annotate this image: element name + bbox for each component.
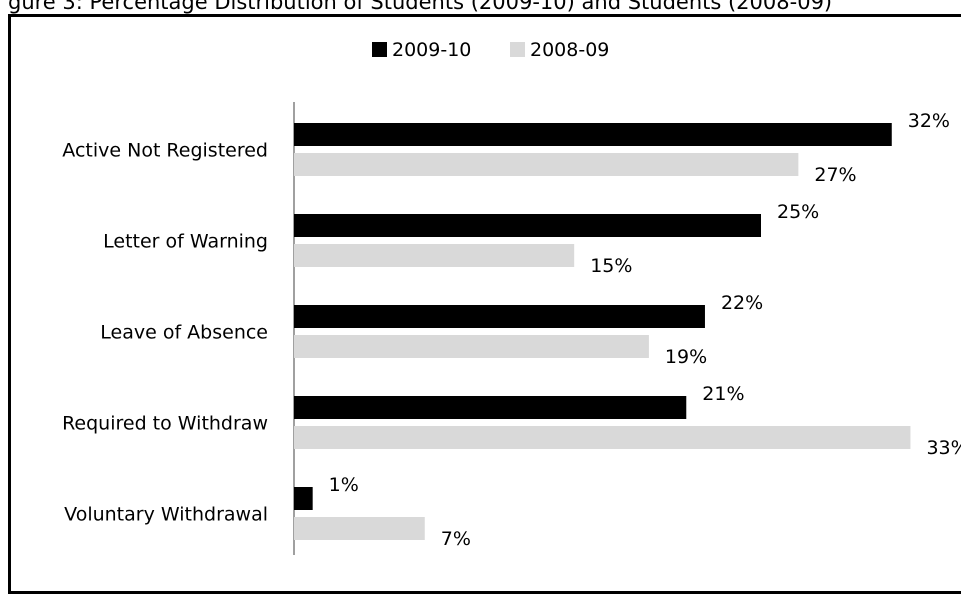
data-label: 21% (702, 383, 744, 405)
data-labels: 32% 27% 25% 15% 22% 19% 21% 33% 1% 7% (329, 110, 961, 550)
data-label: 25% (777, 201, 819, 223)
legend-swatch (510, 42, 525, 57)
data-label: 1% (329, 474, 359, 496)
category-label: Leave of Absence (100, 322, 268, 344)
legend-label: 2008-09 (530, 39, 609, 61)
legend-swatch (372, 42, 387, 57)
category-label: Required to Withdraw (62, 413, 268, 435)
data-label: 7% (441, 528, 471, 550)
chart-legend: 2009-10 2008-09 (372, 39, 609, 61)
data-label: 33% (926, 437, 961, 459)
data-label: 19% (665, 346, 707, 368)
legend-label: 2009-10 (392, 39, 471, 61)
data-label: 15% (590, 255, 632, 277)
bar-2008-09 (294, 153, 799, 176)
bar-2009-10 (294, 214, 761, 237)
data-label: 27% (814, 164, 856, 186)
data-label: 32% (908, 110, 950, 132)
category-label: Letter of Warning (103, 231, 268, 253)
category-label: Voluntary Withdrawal (64, 504, 268, 526)
bar-2008-09 (294, 244, 575, 267)
bar-2009-10 (294, 305, 705, 328)
bar-2009-10 (294, 123, 892, 146)
data-label: 22% (721, 292, 763, 314)
category-labels: Active Not Registered Letter of Warning Le… (62, 140, 268, 526)
bar-2008-09 (294, 517, 425, 540)
bars (294, 123, 911, 540)
figure-caption: gure 3: Percentage Distribution of Stude… (8, 0, 833, 14)
bar-2009-10 (294, 487, 313, 510)
bar-2008-09 (294, 426, 911, 449)
category-label: Active Not Registered (62, 140, 268, 162)
bar-2008-09 (294, 335, 649, 358)
bar-chart: 2009-10 2008-09 Active Not Registered Lett… (62, 39, 961, 555)
bar-2009-10 (294, 396, 687, 419)
